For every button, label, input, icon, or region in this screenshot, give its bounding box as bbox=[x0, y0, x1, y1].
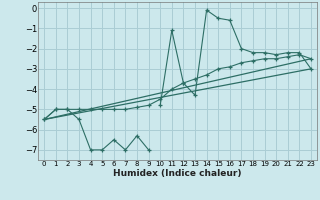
X-axis label: Humidex (Indice chaleur): Humidex (Indice chaleur) bbox=[113, 169, 242, 178]
